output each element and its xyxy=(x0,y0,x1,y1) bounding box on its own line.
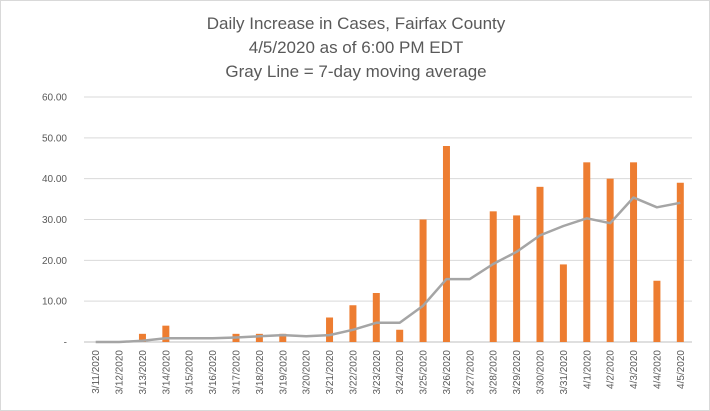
bar xyxy=(536,186,544,342)
bar xyxy=(349,305,357,342)
bar xyxy=(653,280,661,342)
y-tick-label: 40.00 xyxy=(42,174,67,185)
x-tick-label: 4/2/2020 xyxy=(606,350,617,389)
x-tick-label: 3/20/2020 xyxy=(302,350,313,395)
bar xyxy=(676,182,684,342)
moving-average-line xyxy=(95,196,681,344)
moving-average-series xyxy=(95,196,681,344)
y-tick-label: 20.00 xyxy=(42,256,67,267)
y-tick-label: - xyxy=(64,338,67,349)
bar xyxy=(630,162,638,342)
y-axis: - 10.00 20.00 30.00 40.00 50.00 60.00 xyxy=(42,93,67,349)
x-axis: 3/11/2020 3/12/2020 3/13/2020 3/14/2020 3/15… xyxy=(91,350,687,395)
x-tick-label: 4/1/2020 xyxy=(582,350,593,389)
chart-title-line-1: Daily Increase in Cases, Fairfax County xyxy=(206,14,506,33)
x-tick-label: 3/14/2020 xyxy=(161,350,172,395)
x-tick-label: 3/29/2020 xyxy=(512,350,523,395)
y-tick-label: 60.00 xyxy=(42,93,67,104)
bar xyxy=(513,215,521,342)
bar xyxy=(138,333,146,342)
x-tick-label: 3/30/2020 xyxy=(536,350,547,395)
x-tick-label: 3/18/2020 xyxy=(255,350,266,395)
bar xyxy=(419,219,427,342)
y-tick-label: 10.00 xyxy=(42,297,67,308)
y-tick-label: 30.00 xyxy=(42,215,67,226)
x-tick-label: 3/11/2020 xyxy=(91,350,102,394)
bar xyxy=(326,317,334,342)
bar xyxy=(442,146,450,342)
x-tick-label: 3/23/2020 xyxy=(372,350,383,395)
x-tick-label: 3/17/2020 xyxy=(232,350,243,395)
bar-series xyxy=(138,146,684,342)
bar xyxy=(279,333,287,342)
y-tick-label: 50.00 xyxy=(42,133,67,144)
x-tick-label: 3/15/2020 xyxy=(185,350,196,395)
bar xyxy=(372,293,380,342)
chart-title-line-3: Gray Line = 7-day moving average xyxy=(225,62,487,81)
x-tick-label: 3/27/2020 xyxy=(465,350,476,395)
x-tick-label: 3/31/2020 xyxy=(559,350,570,395)
x-tick-label: 3/12/2020 xyxy=(115,350,126,395)
x-tick-label: 3/26/2020 xyxy=(442,350,453,395)
bar xyxy=(489,211,497,342)
bar xyxy=(162,325,170,342)
x-tick-label: 3/28/2020 xyxy=(489,350,500,395)
x-tick-label: 3/24/2020 xyxy=(395,350,406,395)
bar xyxy=(559,264,567,342)
x-tick-label: 3/19/2020 xyxy=(278,350,289,395)
x-tick-label: 3/13/2020 xyxy=(138,350,149,395)
gridlines xyxy=(84,96,692,343)
x-tick-label: 3/25/2020 xyxy=(419,350,430,395)
chart-title-line-2: 4/5/2020 as of 6:00 PM EDT xyxy=(248,38,464,57)
bar xyxy=(606,178,614,342)
x-tick-label: 4/5/2020 xyxy=(676,350,687,389)
bar xyxy=(255,333,263,342)
x-tick-label: 3/21/2020 xyxy=(325,350,336,395)
bar xyxy=(583,162,591,342)
x-tick-label: 3/16/2020 xyxy=(208,350,219,395)
bar xyxy=(396,329,404,342)
x-tick-label: 4/4/2020 xyxy=(652,350,663,389)
x-tick-label: 3/22/2020 xyxy=(348,350,359,395)
x-tick-label: 4/3/2020 xyxy=(629,350,640,389)
